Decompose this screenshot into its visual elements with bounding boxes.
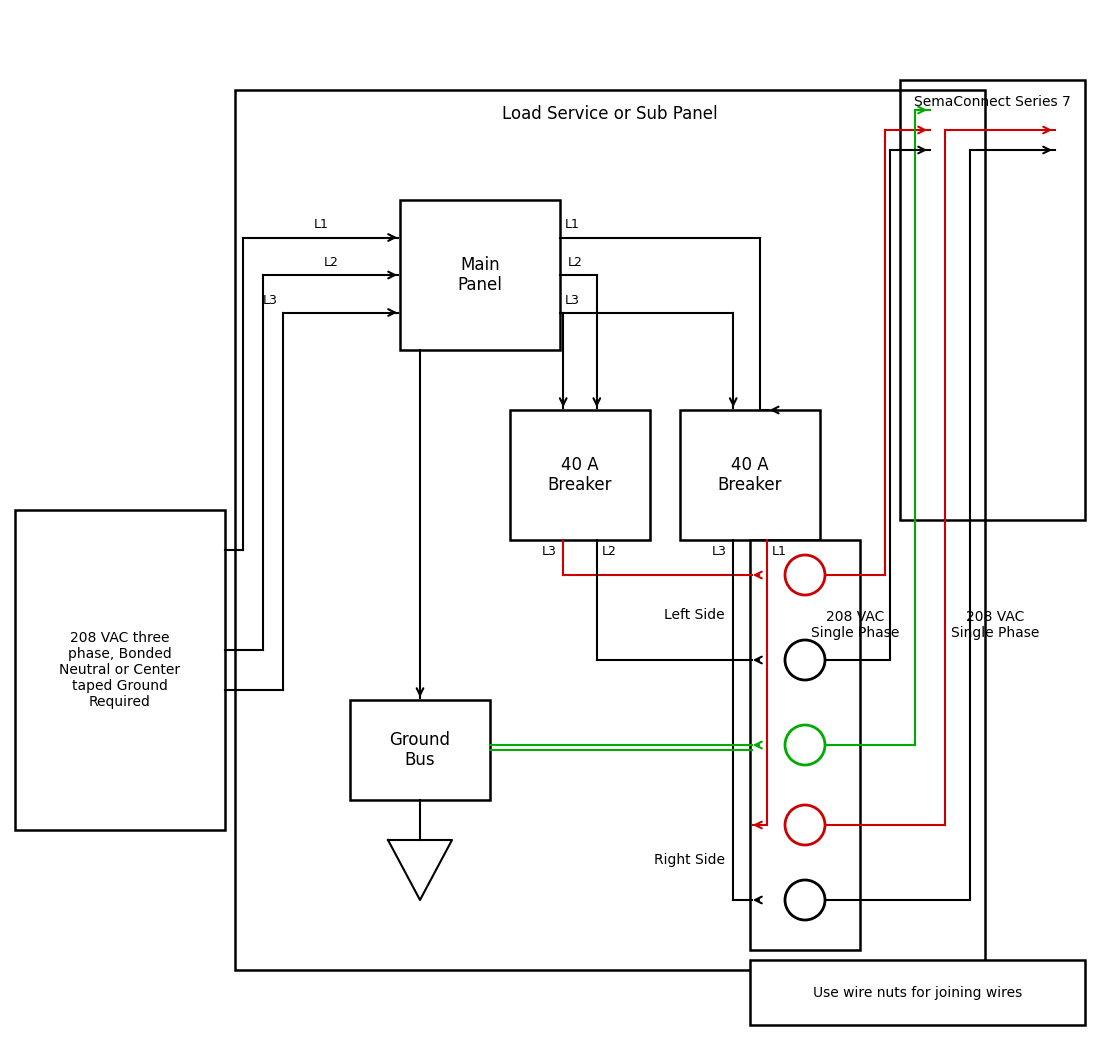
Text: SemaConnect Series 7: SemaConnect Series 7 — [914, 94, 1071, 109]
Text: Main
Panel: Main Panel — [458, 255, 503, 294]
Text: L3: L3 — [541, 545, 557, 558]
Text: 40 A
Breaker: 40 A Breaker — [548, 456, 613, 495]
Bar — [15, 510, 225, 830]
Text: L1: L1 — [315, 218, 329, 231]
Text: Right Side: Right Side — [654, 853, 725, 867]
Text: L2: L2 — [568, 256, 583, 269]
Text: L3: L3 — [565, 294, 580, 307]
Text: 208 VAC three
phase, Bonded
Neutral or Center
taped Ground
Required: 208 VAC three phase, Bonded Neutral or C… — [59, 631, 180, 710]
Bar — [400, 200, 560, 350]
Text: L1: L1 — [772, 545, 786, 558]
Bar — [750, 540, 860, 950]
Bar — [750, 960, 1085, 1025]
Text: L2: L2 — [324, 256, 339, 269]
Bar — [900, 80, 1085, 520]
Text: Left Side: Left Side — [664, 608, 725, 622]
Circle shape — [785, 555, 825, 595]
Text: L1: L1 — [565, 218, 580, 231]
Circle shape — [785, 640, 825, 680]
Circle shape — [785, 724, 825, 765]
Bar — [235, 90, 984, 970]
Bar — [680, 410, 820, 540]
Text: L3: L3 — [263, 294, 278, 307]
Bar — [350, 700, 490, 800]
Text: Load Service or Sub Panel: Load Service or Sub Panel — [503, 105, 718, 123]
Text: Ground
Bus: Ground Bus — [389, 731, 451, 770]
Text: L3: L3 — [712, 545, 726, 558]
Text: Use wire nuts for joining wires: Use wire nuts for joining wires — [813, 986, 1022, 1000]
Circle shape — [785, 880, 825, 920]
Text: L2: L2 — [602, 545, 617, 558]
Circle shape — [785, 805, 825, 845]
Text: 208 VAC
Single Phase: 208 VAC Single Phase — [950, 610, 1040, 640]
Text: 40 A
Breaker: 40 A Breaker — [717, 456, 782, 495]
Text: 208 VAC
Single Phase: 208 VAC Single Phase — [811, 610, 899, 640]
Bar — [510, 410, 650, 540]
